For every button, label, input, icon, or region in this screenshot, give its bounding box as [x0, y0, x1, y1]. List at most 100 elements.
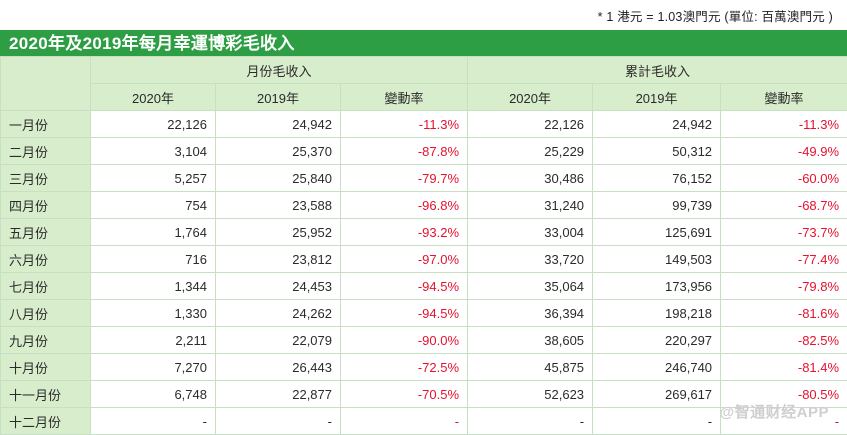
- cell-cumulative-2019: 198,218: [593, 300, 721, 327]
- row-month-label: 十月份: [1, 354, 91, 381]
- cell-cumulative-change: -81.4%: [721, 354, 847, 381]
- cell-monthly-2020: 2,211: [91, 327, 216, 354]
- cell-cumulative-2019: 220,297: [593, 327, 721, 354]
- table-title-bar: 2020年及2019年每月幸運博彩毛收入: [0, 30, 847, 56]
- row-month-label: 二月份: [1, 138, 91, 165]
- cell-monthly-2019: 22,877: [216, 381, 341, 408]
- cell-monthly-change: -93.2%: [341, 219, 468, 246]
- cell-monthly-change: -90.0%: [341, 327, 468, 354]
- cell-monthly-2019: -: [216, 408, 341, 435]
- table-group-header-row: 月份毛收入 累計毛收入: [1, 57, 847, 84]
- cell-monthly-2020: 7,270: [91, 354, 216, 381]
- cell-monthly-2019: 23,588: [216, 192, 341, 219]
- cell-monthly-change: -79.7%: [341, 165, 468, 192]
- cell-cumulative-change: -11.3%: [721, 111, 847, 138]
- cell-monthly-2019: 24,262: [216, 300, 341, 327]
- cell-cumulative-2019: 149,503: [593, 246, 721, 273]
- row-month-label: 七月份: [1, 273, 91, 300]
- row-month-label: 五月份: [1, 219, 91, 246]
- cell-monthly-2019: 26,443: [216, 354, 341, 381]
- cell-monthly-2019: 25,370: [216, 138, 341, 165]
- row-month-label: 十一月份: [1, 381, 91, 408]
- row-month-label: 九月份: [1, 327, 91, 354]
- cell-monthly-change: -: [341, 408, 468, 435]
- cell-cumulative-change: -60.0%: [721, 165, 847, 192]
- row-month-label: 十二月份: [1, 408, 91, 435]
- group-header-cumulative: 累計毛收入: [468, 57, 847, 84]
- cell-cumulative-2020: 31,240: [468, 192, 593, 219]
- cell-monthly-2019: 24,453: [216, 273, 341, 300]
- cell-monthly-change: -94.5%: [341, 273, 468, 300]
- cell-cumulative-2020: 22,126: [468, 111, 593, 138]
- cell-monthly-2020: 1,764: [91, 219, 216, 246]
- col-header-monthly-change: 變動率: [341, 84, 468, 111]
- cell-cumulative-2020: 45,875: [468, 354, 593, 381]
- cell-monthly-2020: 716: [91, 246, 216, 273]
- cell-monthly-change: -87.8%: [341, 138, 468, 165]
- table-column-header-row: 2020年 2019年 變動率 2020年 2019年 變動率: [1, 84, 847, 111]
- cell-cumulative-2019: 99,739: [593, 192, 721, 219]
- cell-cumulative-2019: 173,956: [593, 273, 721, 300]
- cell-cumulative-2019: 50,312: [593, 138, 721, 165]
- cell-cumulative-change: -80.5%: [721, 381, 847, 408]
- cell-monthly-change: -72.5%: [341, 354, 468, 381]
- cell-monthly-2019: 25,840: [216, 165, 341, 192]
- corner-cell: [1, 57, 91, 111]
- cell-cumulative-change: -68.7%: [721, 192, 847, 219]
- table-head: 月份毛收入 累計毛收入 2020年 2019年 變動率 2020年 2019年 …: [1, 57, 847, 111]
- col-header-cumulative-2020: 2020年: [468, 84, 593, 111]
- page-title: 2020年及2019年每月幸運博彩毛收入: [9, 35, 295, 52]
- cell-monthly-change: -94.5%: [341, 300, 468, 327]
- table-row: 十二月份------: [1, 408, 847, 435]
- cell-cumulative-change: -79.8%: [721, 273, 847, 300]
- cell-cumulative-2019: -: [593, 408, 721, 435]
- cell-monthly-change: -11.3%: [341, 111, 468, 138]
- cell-cumulative-2020: 33,004: [468, 219, 593, 246]
- cell-cumulative-change: -49.9%: [721, 138, 847, 165]
- cell-monthly-change: -97.0%: [341, 246, 468, 273]
- cell-cumulative-2020: 30,486: [468, 165, 593, 192]
- cell-cumulative-2020: 25,229: [468, 138, 593, 165]
- cell-monthly-change: -96.8%: [341, 192, 468, 219]
- cell-monthly-2020: 1,344: [91, 273, 216, 300]
- unit-note-text: * 1 港元 = 1.03澳門元 (單位: 百萬澳門元 ): [598, 6, 833, 25]
- cell-cumulative-2020: 35,064: [468, 273, 593, 300]
- cell-cumulative-2019: 269,617: [593, 381, 721, 408]
- col-header-cumulative-change: 變動率: [721, 84, 847, 111]
- row-month-label: 三月份: [1, 165, 91, 192]
- cell-cumulative-2020: 33,720: [468, 246, 593, 273]
- cell-cumulative-2020: -: [468, 408, 593, 435]
- cell-cumulative-2019: 24,942: [593, 111, 721, 138]
- cell-monthly-2019: 22,079: [216, 327, 341, 354]
- cell-monthly-2020: 1,330: [91, 300, 216, 327]
- cell-cumulative-2019: 246,740: [593, 354, 721, 381]
- cell-monthly-2020: 22,126: [91, 111, 216, 138]
- row-month-label: 四月份: [1, 192, 91, 219]
- cell-monthly-change: -70.5%: [341, 381, 468, 408]
- cell-cumulative-2019: 76,152: [593, 165, 721, 192]
- cell-cumulative-change: -81.6%: [721, 300, 847, 327]
- cell-cumulative-change: -82.5%: [721, 327, 847, 354]
- cell-cumulative-2020: 38,605: [468, 327, 593, 354]
- cell-monthly-2019: 24,942: [216, 111, 341, 138]
- row-month-label: 一月份: [1, 111, 91, 138]
- cell-monthly-2019: 25,952: [216, 219, 341, 246]
- cell-monthly-2020: 3,104: [91, 138, 216, 165]
- cell-cumulative-change: -: [721, 408, 847, 435]
- unit-note-row: * 1 港元 = 1.03澳門元 (單位: 百萬澳門元 ): [0, 0, 847, 30]
- gaming-revenue-table: 月份毛收入 累計毛收入 2020年 2019年 變動率 2020年 2019年 …: [0, 56, 847, 435]
- cell-cumulative-2019: 125,691: [593, 219, 721, 246]
- group-header-monthly: 月份毛收入: [91, 57, 468, 84]
- cell-cumulative-2020: 52,623: [468, 381, 593, 408]
